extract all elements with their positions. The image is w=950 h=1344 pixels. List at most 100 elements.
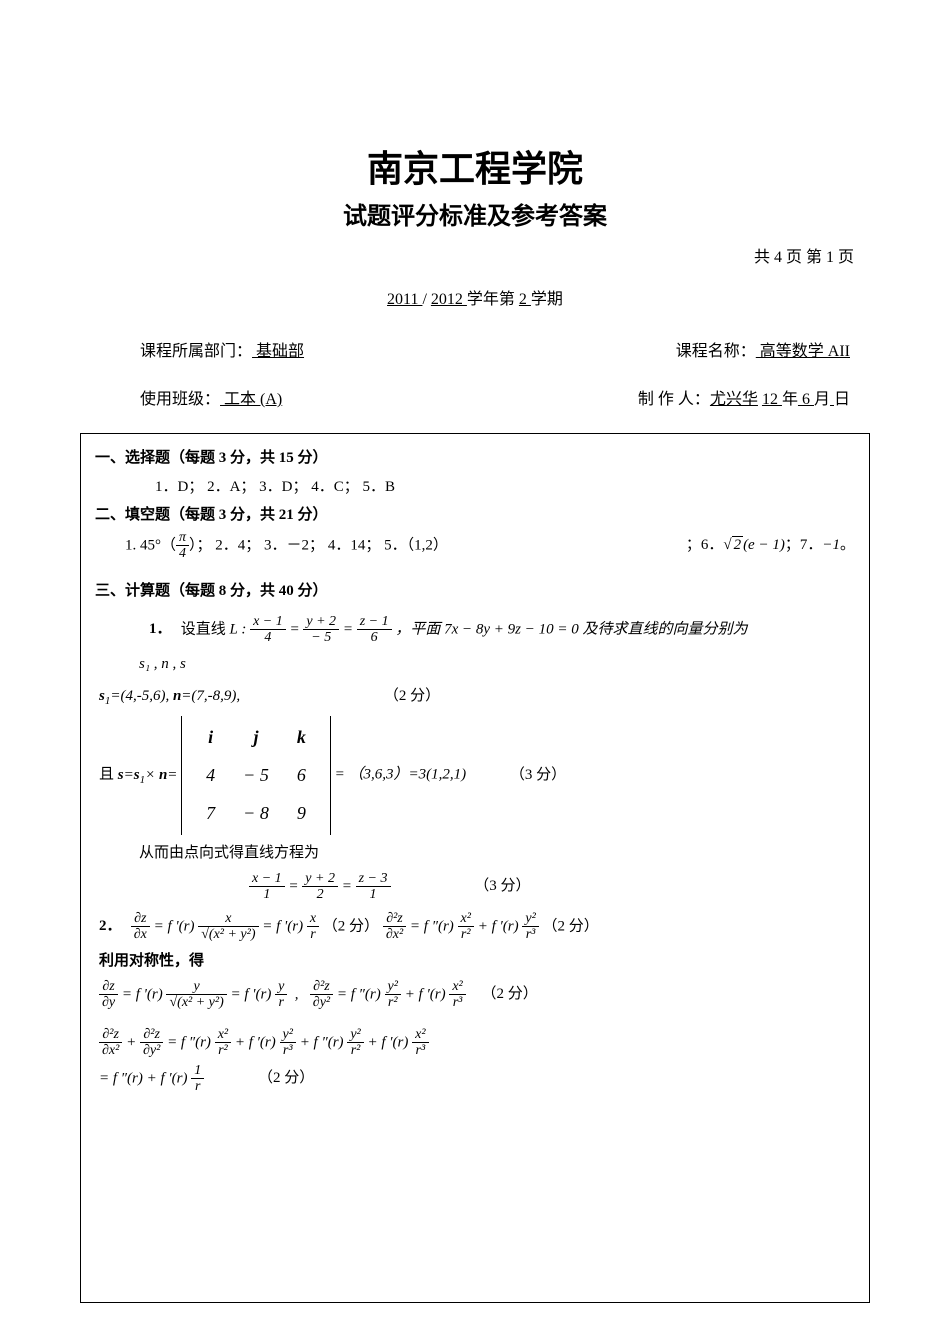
p1-s1n-line: s1=(4,-5,6), n=(7,-8,9), （2 分）	[99, 682, 855, 712]
p1-f3d: 6	[357, 630, 392, 645]
p2-f6n: y	[275, 979, 287, 995]
p2-f4n: y²	[522, 911, 538, 927]
p2-plus2: + f ′(r)	[405, 986, 450, 1002]
month-label: 月	[814, 391, 830, 408]
sem-y2: 2012	[431, 291, 467, 308]
fill-7: −1	[822, 537, 840, 553]
p1-plane: ，平面 7x − 8y + 9z − 10 = 0 及待求直线的向量分别为	[395, 621, 747, 637]
p1-s1-val: =(4,-5,6),	[110, 688, 173, 704]
p2-dzdy: ∂z∂y	[99, 979, 118, 1011]
p2-eq1b: = f '(r)	[122, 986, 167, 1002]
p2-finfrac: 1r	[191, 1063, 204, 1095]
p2-sum1d: ∂x²	[99, 1043, 122, 1058]
p1-cross-lhs: 且	[99, 767, 118, 783]
p1-pts-2: （2 分）	[384, 688, 440, 704]
p2-f4d: r³	[522, 927, 538, 942]
semester-line: 2011 / 2012 学年第 2 学期	[80, 285, 870, 309]
p1-g3: z − 31	[356, 871, 391, 903]
p2-dzdy-n: ∂z	[99, 979, 118, 995]
det-20: 7	[192, 794, 229, 832]
p2-final: = f ″(r) + f ′(r)	[99, 1070, 191, 1086]
p1-pts-3a: （3 分）	[510, 767, 566, 783]
p1-f3n: z − 1	[357, 614, 392, 630]
p1-f1d: 4	[250, 630, 286, 645]
dept-value: 基础部	[252, 343, 304, 360]
course-label: 课程名称：	[676, 343, 756, 360]
p2-t2d: r³	[280, 1043, 296, 1058]
p2-sum2n: ∂²z	[140, 1027, 163, 1043]
p2-t4: x²r³	[412, 1027, 428, 1059]
class-label: 使用班级：	[140, 391, 220, 408]
p1-times: ×	[145, 767, 159, 783]
p1-f1n: x − 1	[250, 614, 286, 630]
p1-g1d: 1	[249, 887, 285, 902]
p2-f7d: r²	[385, 995, 401, 1010]
fill-6-sqrt: 2	[732, 536, 744, 553]
p1-g3d: 1	[356, 887, 391, 902]
p2-t1: x²r²	[215, 1027, 231, 1059]
p2-d2y: ∂²z∂y²	[310, 979, 333, 1011]
p2-fin-d: r	[191, 1079, 204, 1094]
day-label: 日	[834, 391, 850, 408]
p2-d2x-n: ∂²z	[383, 911, 406, 927]
p2-plus1: + f ′(r)	[478, 918, 523, 934]
section-2-answers: 1. 45°（π4）； 2．4； 3．－2； 4．14； 5．（1,2） ；6．…	[95, 530, 855, 562]
author-year: 12	[762, 391, 782, 408]
fill-1-frac: π4	[176, 530, 189, 562]
p2-pts-2d: （2 分）	[258, 1070, 314, 1086]
p2-f8n: x²	[449, 979, 465, 995]
p2-eq1: = f '(r)	[154, 918, 199, 934]
p1-f2n: y + 2	[303, 614, 339, 630]
p2-eq3: = f ″(r)	[410, 918, 458, 934]
fill-6-tail: (e − 1)	[743, 537, 785, 553]
p2-sum1n: ∂²z	[99, 1027, 122, 1043]
p2-dzdx-n: ∂z	[131, 911, 150, 927]
answer-box: 一、选择题（每题 3 分，共 15 分） 1．D； 2．A； 3．D； 4．C；…	[80, 433, 870, 1303]
p1-n-val: =(7,-8,9),	[181, 688, 240, 704]
p2-sum2d: ∂y²	[140, 1043, 163, 1058]
fill-1-den: 4	[176, 546, 189, 561]
p2-eq2b: = f '(r)	[231, 986, 276, 1002]
university-title: 南京工程学院	[80, 140, 870, 192]
fill-period: 。	[840, 537, 855, 553]
p1-geq2: =	[342, 878, 356, 894]
p1-number: 1．	[149, 615, 177, 644]
p1-lead: 设直线	[181, 621, 230, 637]
sem-label: 学年第	[467, 291, 519, 308]
p2-dzdx: ∂z∂x	[131, 911, 150, 943]
class-value: 工本 (A)	[220, 391, 282, 408]
p2-t2n: y²	[280, 1027, 296, 1043]
p2-d2x: ∂²z∂x²	[383, 911, 406, 943]
p1-eqs: =	[124, 767, 134, 783]
p1-geq1: =	[288, 878, 302, 894]
p2-f6d: r	[275, 995, 287, 1010]
p1-f2: y + 2− 5	[303, 614, 339, 646]
p1-g1: x − 11	[249, 871, 285, 903]
p2-f2d: r	[307, 927, 319, 942]
sem-y1: 2011	[387, 291, 422, 308]
p2-fin-n: 1	[191, 1063, 204, 1079]
p2-f8: x²r³	[449, 979, 465, 1011]
meta-row-1: 课程所属部门： 基础部 课程名称： 高等数学 AII	[140, 337, 850, 361]
p2-dzdy-d: ∂y	[99, 995, 118, 1010]
p2-d2y-d: ∂y²	[310, 995, 333, 1010]
p2-t4n: x²	[412, 1027, 428, 1043]
fill-5: 5．（1,2）	[384, 537, 448, 553]
section-1-answers: 1．D； 2．A； 3．D； 4．C； 5．B	[155, 473, 855, 502]
sem-suffix: 学期	[531, 291, 563, 308]
p1-eq2: =	[343, 621, 357, 637]
p2-t3: y²r²	[347, 1027, 363, 1059]
p2-sym: 利用对称性，得	[99, 947, 855, 976]
p2-f5d: √(x² + y²)	[166, 995, 226, 1010]
fill-6-sep: ；6．	[686, 537, 724, 553]
p2-t1n: x²	[215, 1027, 231, 1043]
p2-f1d: √(x² + y²)	[198, 927, 258, 942]
p2-f6: yr	[275, 979, 287, 1011]
p2-f7n: y²	[385, 979, 401, 995]
course-value: 高等数学 AII	[756, 343, 850, 360]
p1-g1n: x − 1	[249, 871, 285, 887]
p2-f2: xr	[307, 911, 319, 943]
det-10: 4	[192, 756, 229, 794]
det-12: 6	[283, 756, 320, 794]
author-month: 6	[798, 391, 814, 408]
